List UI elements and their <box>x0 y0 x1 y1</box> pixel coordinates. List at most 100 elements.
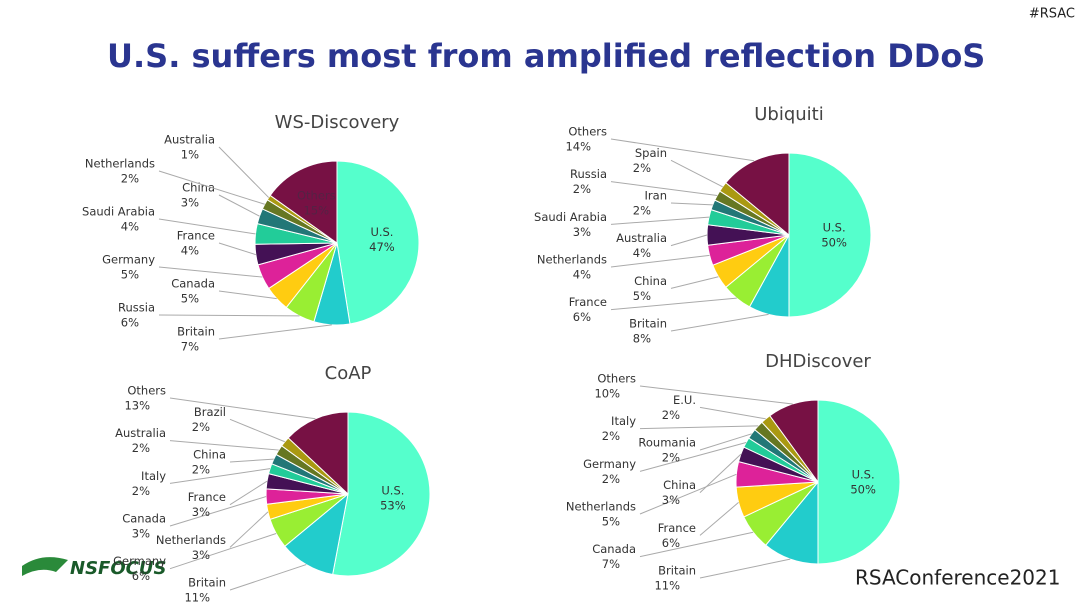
pie-title: WS-Discovery <box>275 112 400 133</box>
leader-line <box>229 564 307 591</box>
slice-label: France <box>658 521 696 535</box>
slice-label: Australia <box>164 133 215 147</box>
value-label: 2% <box>633 204 651 218</box>
slice-label: France <box>188 490 226 504</box>
slice-label: Netherlands <box>537 253 607 267</box>
value-label: 50% <box>850 483 876 497</box>
leader-line <box>639 425 759 430</box>
conference-logo: RSAConference2021 <box>855 566 1060 590</box>
leader-line <box>218 324 332 340</box>
logo-icon <box>22 557 68 576</box>
slice-label: Spain <box>635 146 667 160</box>
slice-label: Russia <box>570 167 607 181</box>
pie-slice <box>336 160 420 325</box>
value-label: 2% <box>602 429 620 443</box>
value-label: 2% <box>121 172 139 186</box>
value-label: 4% <box>573 268 591 282</box>
leader-line <box>169 397 316 420</box>
value-label: 6% <box>121 316 139 330</box>
slice-label: U.S. <box>852 468 875 482</box>
logo-text: NSFOCUS <box>70 558 166 579</box>
slice-label: Russia <box>118 301 155 315</box>
slice-label: Brazil <box>194 405 226 419</box>
value-label: 2% <box>132 441 150 455</box>
slice-label: Saudi Arabia <box>82 205 155 219</box>
slice-label: Netherlands <box>85 157 155 171</box>
value-label: 6% <box>573 310 591 324</box>
value-label: 14% <box>565 140 591 154</box>
leader-line <box>610 181 718 196</box>
slice-label: France <box>569 295 607 309</box>
slice-label: Germany <box>113 554 166 568</box>
leader-line <box>610 216 710 225</box>
leader-line <box>158 170 265 205</box>
leader-line <box>218 290 277 300</box>
leader-line <box>670 202 713 206</box>
slice-label: Netherlands <box>156 533 226 547</box>
value-label: 5% <box>633 289 651 303</box>
value-label: 7% <box>602 557 620 571</box>
slice-label: Italy <box>141 469 166 483</box>
pie-slice <box>769 399 819 484</box>
leader-line <box>169 496 267 527</box>
slice-label: U.S. <box>381 484 404 498</box>
leader-line <box>158 314 300 317</box>
slice-label: France <box>177 229 215 243</box>
value-label: 3% <box>573 225 591 239</box>
slice-label: China <box>182 181 215 195</box>
hashtag: #RSAC <box>1029 7 1075 22</box>
leader-line <box>639 442 747 472</box>
leader-line <box>158 218 256 235</box>
slice-label: Others <box>297 188 336 202</box>
pie-title: DHDiscover <box>765 351 871 372</box>
slice-label: U.S. <box>823 221 846 235</box>
slice-label: Canada <box>171 277 215 291</box>
value-label: 2% <box>602 472 620 486</box>
slide-title: U.S. suffers most from amplified reflect… <box>107 37 985 75</box>
slice-label: Germany <box>583 457 636 471</box>
slice-label: Saudi Arabia <box>534 210 607 224</box>
value-label: 53% <box>380 499 406 513</box>
leader-line <box>699 433 752 451</box>
slice-label: Italy <box>611 414 636 428</box>
pie-slice <box>269 160 338 244</box>
slice-label: Germany <box>102 253 155 267</box>
value-label: 3% <box>192 548 210 562</box>
slice-label: Roumania <box>638 436 696 450</box>
leader-line <box>158 266 263 278</box>
value-label: 2% <box>662 451 680 465</box>
leader-line <box>218 194 260 217</box>
value-label: 15% <box>304 203 330 217</box>
value-label: 3% <box>132 527 150 541</box>
leader-line <box>229 480 268 506</box>
leader-line <box>699 502 739 536</box>
leader-line <box>610 138 755 162</box>
slice-label: China <box>634 274 667 288</box>
leader-line <box>670 313 769 332</box>
value-label: 11% <box>184 591 210 605</box>
slice-label: U.S. <box>370 225 393 239</box>
slice-label: E.U. <box>673 393 696 407</box>
value-label: 50% <box>821 236 847 250</box>
slice-label: Britain <box>658 564 696 578</box>
value-label: 5% <box>181 292 199 306</box>
slice-label: Britain <box>629 317 667 331</box>
slice-label: Others <box>127 384 166 398</box>
value-label: 4% <box>121 220 139 234</box>
pie-slice <box>332 411 431 577</box>
leader-line <box>218 146 270 198</box>
value-label: 2% <box>573 182 591 196</box>
slice-label: Canada <box>122 512 166 526</box>
leader-line <box>610 297 737 311</box>
leader-line <box>169 533 277 570</box>
slice-label: Netherlands <box>566 500 636 514</box>
value-label: 13% <box>124 399 150 413</box>
value-label: 10% <box>594 387 620 401</box>
slice-label: Others <box>597 372 636 386</box>
pie-slice <box>788 152 872 318</box>
slice-label: Iran <box>645 189 667 203</box>
leader-line <box>169 440 279 451</box>
value-label: 3% <box>181 196 199 210</box>
